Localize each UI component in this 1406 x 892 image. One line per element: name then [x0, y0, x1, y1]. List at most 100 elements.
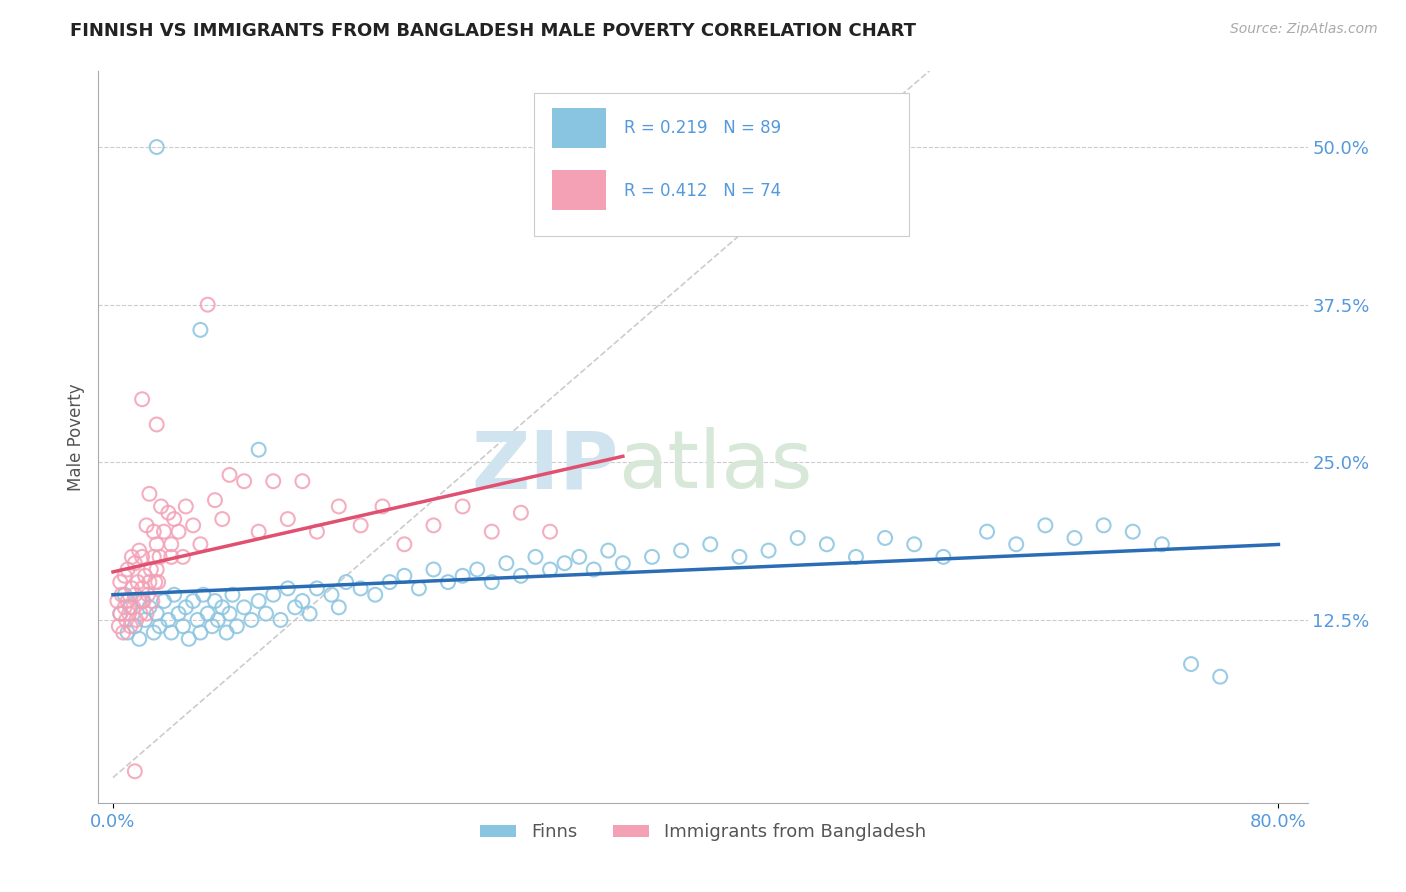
Point [131, 549, 153, 564]
Point [207, 613, 229, 627]
Point [128, 543, 150, 558]
Point [121, 582, 143, 596]
Point [291, 594, 314, 608]
Point [105, 594, 128, 608]
Point [328, 600, 350, 615]
Point [190, 625, 212, 640]
Legend: Finns, Immigrants from Bangladesh: Finns, Immigrants from Bangladesh [472, 816, 934, 848]
Point [758, 543, 780, 558]
Point [335, 575, 357, 590]
Point [172, 549, 194, 564]
Point [1150, 537, 1173, 551]
Point [669, 543, 692, 558]
Point [495, 556, 517, 570]
Point [135, 607, 157, 621]
Point [131, 392, 153, 407]
Point [174, 600, 197, 615]
Point [277, 582, 299, 596]
Point [172, 619, 194, 633]
Point [218, 467, 240, 482]
Point [124, 588, 146, 602]
Point [190, 323, 212, 337]
Point [134, 613, 156, 627]
Point [240, 613, 263, 627]
Point [204, 594, 226, 608]
Point [160, 625, 183, 640]
Point [135, 518, 157, 533]
Point [132, 594, 155, 608]
Point [422, 518, 444, 533]
Point [139, 562, 162, 576]
Point [408, 582, 430, 596]
Point [612, 556, 634, 570]
Point [221, 588, 243, 602]
Point [124, 619, 146, 633]
Point [114, 588, 136, 602]
Point [225, 619, 247, 633]
Point [1063, 531, 1085, 545]
Point [141, 594, 163, 608]
Point [197, 298, 219, 312]
Point [699, 537, 721, 551]
Point [108, 619, 131, 633]
Point [186, 613, 208, 627]
Point [134, 569, 156, 583]
Point [284, 600, 307, 615]
Point [298, 607, 321, 621]
Point [903, 537, 925, 551]
Point [142, 524, 165, 539]
Point [262, 474, 284, 488]
Point [815, 537, 838, 551]
Point [174, 500, 197, 514]
Point [181, 594, 204, 608]
Point [177, 632, 200, 646]
Point [554, 556, 576, 570]
Point [247, 594, 270, 608]
Point [277, 512, 299, 526]
Point [211, 600, 233, 615]
Point [128, 632, 150, 646]
Point [145, 140, 167, 154]
Point [120, 600, 142, 615]
Point [112, 625, 135, 640]
Text: R = 0.219   N = 89: R = 0.219 N = 89 [624, 119, 782, 136]
Bar [551, 170, 606, 211]
Point [117, 625, 139, 640]
Point [163, 512, 186, 526]
Point [204, 493, 226, 508]
Point [1005, 537, 1028, 551]
Point [218, 607, 240, 621]
Point [451, 569, 474, 583]
Point [437, 575, 460, 590]
Point [1033, 518, 1056, 533]
Point [371, 500, 394, 514]
Text: atlas: atlas [619, 427, 813, 506]
Point [305, 582, 328, 596]
Point [190, 537, 212, 551]
Point [582, 562, 605, 576]
Point [598, 543, 620, 558]
Point [114, 569, 136, 583]
Point [129, 607, 152, 621]
Point [254, 607, 277, 621]
Point [538, 562, 561, 576]
Point [291, 474, 314, 488]
Point [932, 549, 955, 564]
Point [321, 588, 343, 602]
Point [157, 506, 180, 520]
Point [160, 537, 183, 551]
Point [422, 562, 444, 576]
Point [121, 549, 143, 564]
Text: R = 0.412   N = 74: R = 0.412 N = 74 [624, 182, 782, 200]
Point [153, 594, 176, 608]
Point [728, 549, 751, 564]
Point [131, 582, 153, 596]
Point [136, 588, 159, 602]
Point [215, 625, 238, 640]
Point [211, 512, 233, 526]
Point [150, 500, 173, 514]
Point [394, 537, 416, 551]
Point [481, 524, 503, 539]
Point [509, 569, 531, 583]
Point [146, 575, 169, 590]
